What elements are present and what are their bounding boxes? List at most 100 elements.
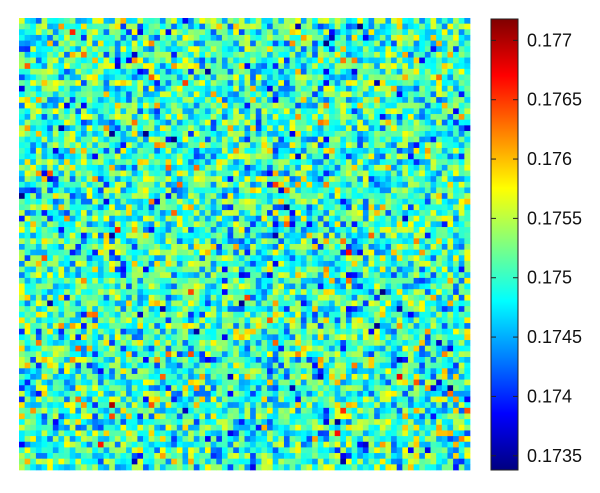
heatmap-cell bbox=[47, 227, 54, 234]
heatmap-cell bbox=[458, 249, 465, 256]
heatmap-cell bbox=[464, 204, 471, 211]
heatmap-cell bbox=[306, 306, 313, 313]
heatmap-cell bbox=[131, 215, 138, 222]
heatmap-cell bbox=[374, 266, 381, 273]
heatmap-cell bbox=[458, 260, 465, 267]
heatmap-cell bbox=[233, 283, 240, 290]
heatmap-cell bbox=[261, 323, 268, 330]
heatmap-cell bbox=[430, 187, 437, 194]
heatmap-cell bbox=[81, 249, 87, 256]
heatmap-cell bbox=[52, 289, 59, 296]
heatmap-cell bbox=[233, 23, 240, 30]
heatmap-cell bbox=[210, 80, 217, 87]
heatmap-cell bbox=[227, 18, 234, 24]
heatmap-cell bbox=[312, 221, 319, 228]
heatmap-cell bbox=[92, 227, 99, 234]
heatmap-cell bbox=[205, 46, 212, 53]
heatmap-cell bbox=[148, 181, 155, 188]
heatmap-cell bbox=[334, 68, 341, 75]
heatmap-cell bbox=[430, 147, 437, 154]
heatmap-cell bbox=[278, 34, 285, 41]
heatmap-cell bbox=[143, 283, 150, 290]
heatmap-cell bbox=[35, 40, 42, 47]
heatmap-cell bbox=[340, 272, 347, 279]
heatmap-cell bbox=[75, 210, 82, 217]
heatmap-cell bbox=[171, 29, 178, 36]
heatmap-cell bbox=[114, 368, 121, 375]
heatmap-cell bbox=[385, 57, 392, 64]
heatmap-cell bbox=[92, 119, 99, 126]
heatmap-cell bbox=[464, 238, 471, 245]
heatmap-cell bbox=[137, 283, 144, 290]
heatmap-cell bbox=[289, 142, 296, 149]
heatmap-cell bbox=[165, 311, 172, 318]
heatmap-cell bbox=[289, 119, 296, 126]
heatmap-cell bbox=[250, 164, 257, 171]
heatmap-cell bbox=[131, 266, 138, 273]
heatmap-cell bbox=[143, 68, 150, 75]
heatmap-cell bbox=[379, 227, 386, 234]
heatmap-cell bbox=[75, 334, 82, 341]
heatmap-cell bbox=[97, 277, 104, 284]
heatmap-cell bbox=[233, 170, 240, 177]
heatmap-cell bbox=[24, 317, 31, 324]
heatmap-cell bbox=[300, 300, 307, 307]
heatmap-cell bbox=[391, 328, 398, 335]
heatmap-cell bbox=[131, 63, 138, 70]
heatmap-cell bbox=[351, 147, 358, 154]
heatmap-cell bbox=[75, 283, 82, 290]
heatmap-cell bbox=[92, 311, 99, 318]
heatmap-cell bbox=[323, 272, 330, 279]
heatmap-cell bbox=[182, 227, 189, 234]
heatmap-cell bbox=[81, 102, 87, 109]
heatmap-cell bbox=[210, 306, 217, 313]
heatmap-cell bbox=[109, 164, 116, 171]
heatmap-cell bbox=[312, 91, 319, 98]
heatmap-cell bbox=[340, 221, 347, 228]
heatmap-cell bbox=[137, 204, 144, 211]
heatmap-cell bbox=[75, 255, 82, 262]
heatmap-cell bbox=[334, 345, 341, 352]
heatmap-cell bbox=[24, 63, 31, 70]
heatmap-cell bbox=[47, 272, 54, 279]
heatmap-cell bbox=[244, 334, 251, 341]
heatmap-cell bbox=[424, 227, 431, 234]
heatmap-cell bbox=[441, 238, 448, 245]
heatmap-cell bbox=[143, 272, 150, 279]
heatmap-cell bbox=[261, 57, 268, 64]
heatmap-cell bbox=[143, 57, 150, 64]
heatmap-cell bbox=[103, 244, 110, 250]
heatmap-cell bbox=[182, 46, 189, 53]
heatmap-cell bbox=[283, 311, 290, 318]
heatmap-cell bbox=[205, 255, 212, 262]
heatmap-cell bbox=[306, 80, 313, 87]
heatmap-cell bbox=[137, 272, 144, 279]
heatmap-cell bbox=[323, 164, 330, 171]
heatmap-cell bbox=[165, 232, 172, 239]
heatmap-cell bbox=[300, 176, 307, 183]
heatmap-cell bbox=[402, 91, 409, 98]
heatmap-cell bbox=[126, 255, 133, 262]
heatmap-cell bbox=[216, 108, 223, 115]
heatmap-cell bbox=[154, 289, 161, 296]
heatmap-cell bbox=[453, 68, 460, 75]
heatmap-cell bbox=[210, 249, 217, 256]
heatmap-cell bbox=[419, 255, 426, 262]
heatmap-cell bbox=[131, 328, 138, 335]
heatmap-cell bbox=[24, 85, 31, 92]
heatmap-cell bbox=[295, 311, 302, 318]
heatmap-cell bbox=[402, 159, 409, 166]
heatmap-cell bbox=[35, 311, 42, 318]
heatmap-cell bbox=[154, 181, 161, 188]
heatmap-cell bbox=[58, 357, 65, 363]
heatmap-cell bbox=[227, 232, 234, 239]
heatmap-cell bbox=[81, 147, 87, 154]
heatmap-cell bbox=[261, 289, 268, 296]
heatmap-cell bbox=[453, 102, 460, 109]
heatmap-cell bbox=[19, 187, 25, 194]
heatmap-cell bbox=[188, 164, 195, 171]
heatmap-cell bbox=[447, 289, 454, 296]
heatmap-cell bbox=[205, 74, 212, 81]
heatmap-cell bbox=[227, 147, 234, 154]
heatmap-cell bbox=[86, 249, 93, 256]
